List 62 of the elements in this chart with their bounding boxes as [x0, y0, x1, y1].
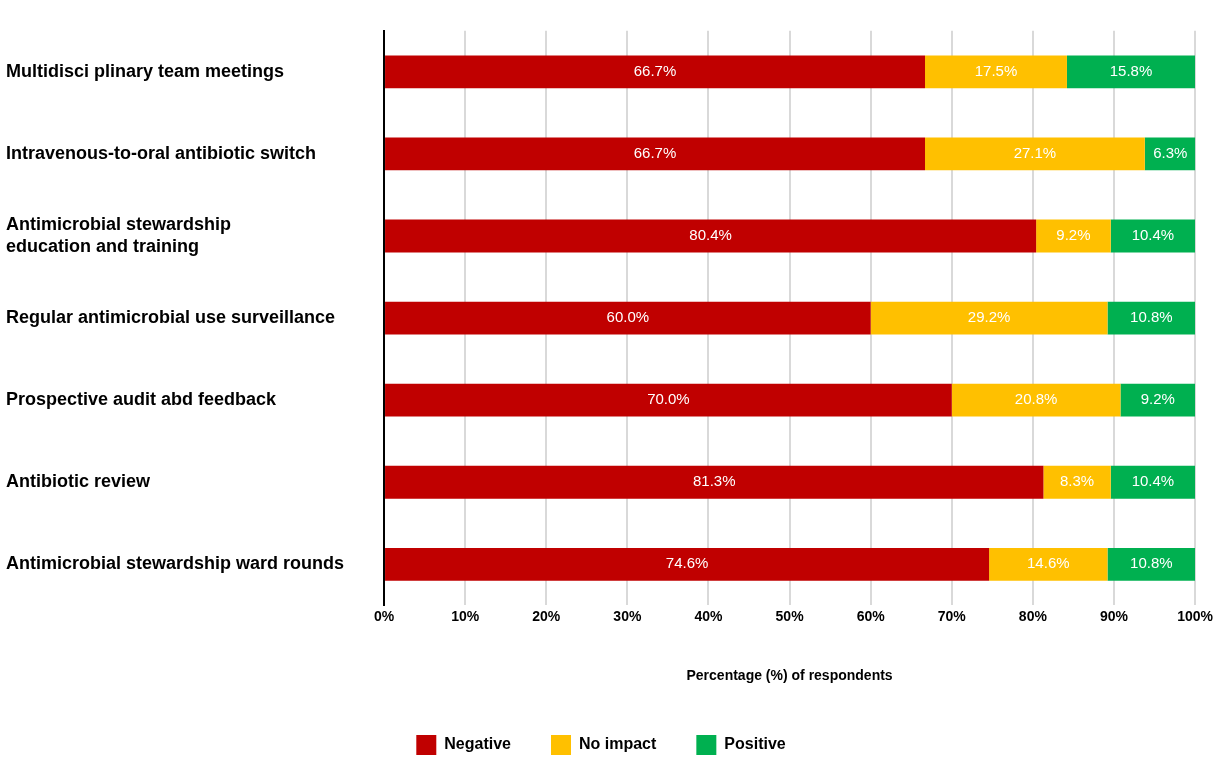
bar	[951, 383, 1121, 417]
legend-label: Positive	[724, 735, 786, 753]
bar	[1107, 547, 1196, 581]
bar	[925, 55, 1067, 89]
x-tick-label: 30%	[613, 607, 642, 624]
data-label: 10.8%	[1130, 554, 1173, 572]
bar	[1107, 301, 1196, 335]
bar	[385, 219, 1037, 253]
legend-label: Negative	[444, 735, 512, 753]
data-label: 81.3%	[692, 472, 736, 490]
x-axis-title: Percentage (%) of respondents	[686, 667, 893, 684]
data-label: 20.8%	[1014, 390, 1058, 408]
y-tick-label: Prospective audit abd feedback	[6, 389, 278, 410]
data-label: 10.4%	[1131, 226, 1175, 244]
x-tick-label: 60%	[856, 607, 886, 624]
y-tick-label: Antimicrobial stewardship education and training	[6, 214, 232, 256]
data-label: 6.3%	[1153, 144, 1188, 162]
bar	[385, 55, 926, 89]
data-label: 70.0%	[647, 390, 690, 408]
bar	[385, 301, 871, 335]
x-tick-label: 90%	[1099, 607, 1129, 624]
x-tick-label: 0%	[373, 607, 395, 624]
data-label: 66.7%	[633, 61, 677, 79]
x-tick-label: 20%	[532, 607, 561, 624]
y-tick-label: Multidisci plinary team meetings	[6, 60, 285, 81]
data-label: 8.3%	[1059, 472, 1095, 490]
bar	[385, 465, 1044, 499]
data-label: 29.2%	[967, 308, 1011, 326]
bar	[1120, 383, 1196, 417]
bar	[1043, 465, 1111, 499]
bar	[1036, 219, 1111, 253]
data-label: 9.2%	[1056, 226, 1091, 244]
data-label: 10.8%	[1130, 308, 1173, 326]
x-tick-label: 100%	[1177, 607, 1214, 624]
data-label: 60.0%	[606, 308, 650, 326]
data-label: 74.6%	[665, 554, 709, 572]
y-tick-label: Intravenous-to-oral antibiotic switch	[6, 142, 317, 163]
bar	[385, 137, 926, 171]
data-label: 14.6%	[1027, 554, 1070, 572]
x-tick-label: 70%	[937, 607, 967, 624]
y-tick-label: Antibiotic review	[6, 471, 152, 492]
bar	[1110, 465, 1196, 499]
x-tick-label: 80%	[1018, 607, 1048, 624]
data-label: 80.4%	[689, 226, 732, 244]
data-label: 27.1%	[1013, 144, 1057, 162]
data-label: 9.2%	[1140, 390, 1175, 408]
bar	[989, 547, 1108, 581]
data-label: 10.4%	[1131, 472, 1175, 490]
bar	[385, 547, 990, 581]
y-tick-label: Regular antimicrobial use surveillance	[6, 307, 336, 328]
bar	[870, 301, 1108, 335]
x-tick-label: 50%	[775, 607, 805, 624]
x-tick-label: 40%	[694, 607, 724, 624]
x-tick-label: 10%	[451, 607, 480, 624]
bar	[385, 383, 952, 417]
bar	[925, 137, 1145, 171]
data-label: 17.5%	[974, 61, 1018, 79]
data-label: 66.7%	[633, 144, 677, 162]
y-tick-label: Antimicrobial stewardship ward rounds	[6, 553, 345, 574]
data-label: 15.8%	[1109, 61, 1153, 79]
bar	[1066, 55, 1196, 89]
legend-label: No impact	[579, 735, 658, 753]
